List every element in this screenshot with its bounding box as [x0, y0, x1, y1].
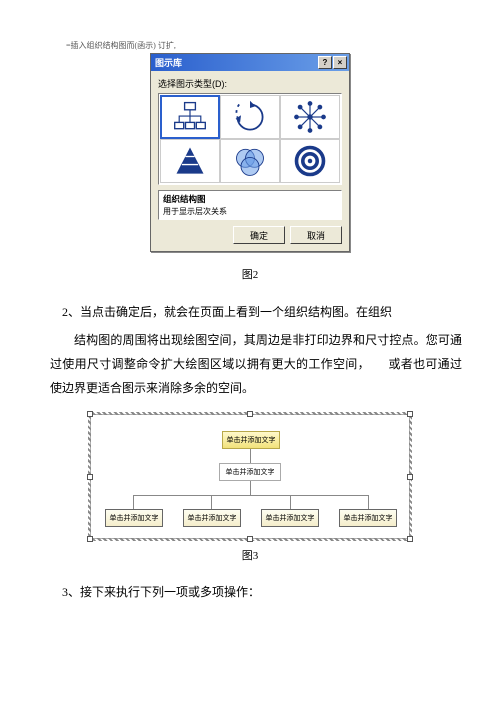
- org-node-leaf[interactable]: 单击并添加文字: [105, 509, 163, 527]
- org-node-leaf[interactable]: 单击并添加文字: [261, 509, 319, 527]
- pre-caption: =插入组织结构图而(函示) 订扩,: [66, 40, 462, 51]
- paragraph-2: 结构图的周围将出现绘图空间，其周边是非打印边界和尺寸控点。您可通过使用尺寸调整命…: [38, 328, 462, 400]
- step-3-text: 3、接下来执行下列一项或多项操作：: [38, 583, 462, 600]
- description-box: 组织结构图 用于显示层次关系: [158, 190, 342, 220]
- ok-button[interactable]: 确定: [233, 226, 285, 244]
- figure3-label: 图3: [38, 547, 462, 563]
- close-button[interactable]: ×: [333, 56, 347, 69]
- help-button[interactable]: ?: [318, 56, 332, 69]
- pyramid-type-icon[interactable]: [160, 139, 220, 183]
- diagram-type-grid: [158, 93, 342, 185]
- radial-type-icon[interactable]: [280, 95, 340, 139]
- dialog-titlebar[interactable]: 图示库 ? ×: [151, 54, 349, 71]
- cycle-type-icon[interactable]: [220, 95, 280, 139]
- target-type-icon[interactable]: [280, 139, 340, 183]
- orgchart-canvas[interactable]: 单击并添加文字 单击并添加文字 单击并添加文字 单击并添加文字 单击并添加文字 …: [90, 414, 410, 539]
- cancel-button[interactable]: 取消: [290, 226, 342, 244]
- org-node-root[interactable]: 单击并添加文字: [222, 431, 280, 449]
- paragraph-1: 2、当点击确定后，就会在页面上看到一个组织结构图。在组织: [38, 300, 462, 324]
- figure2-label: 图2: [38, 266, 462, 282]
- dialog-title: 图示库: [155, 56, 182, 69]
- org-node-leaf[interactable]: 单击并添加文字: [339, 509, 397, 527]
- diagram-gallery-dialog: 图示库 ? × 选择图示类型(D):: [150, 53, 350, 252]
- org-node-mid[interactable]: 单击并添加文字: [219, 463, 281, 481]
- select-type-label: 选择图示类型(D):: [158, 77, 342, 90]
- desc-subtitle: 用于显示层次关系: [163, 207, 227, 216]
- orgchart-type-icon[interactable]: [160, 95, 220, 139]
- desc-title: 组织结构图: [163, 194, 206, 204]
- venn-type-icon[interactable]: [220, 139, 280, 183]
- org-node-leaf[interactable]: 单击并添加文字: [183, 509, 241, 527]
